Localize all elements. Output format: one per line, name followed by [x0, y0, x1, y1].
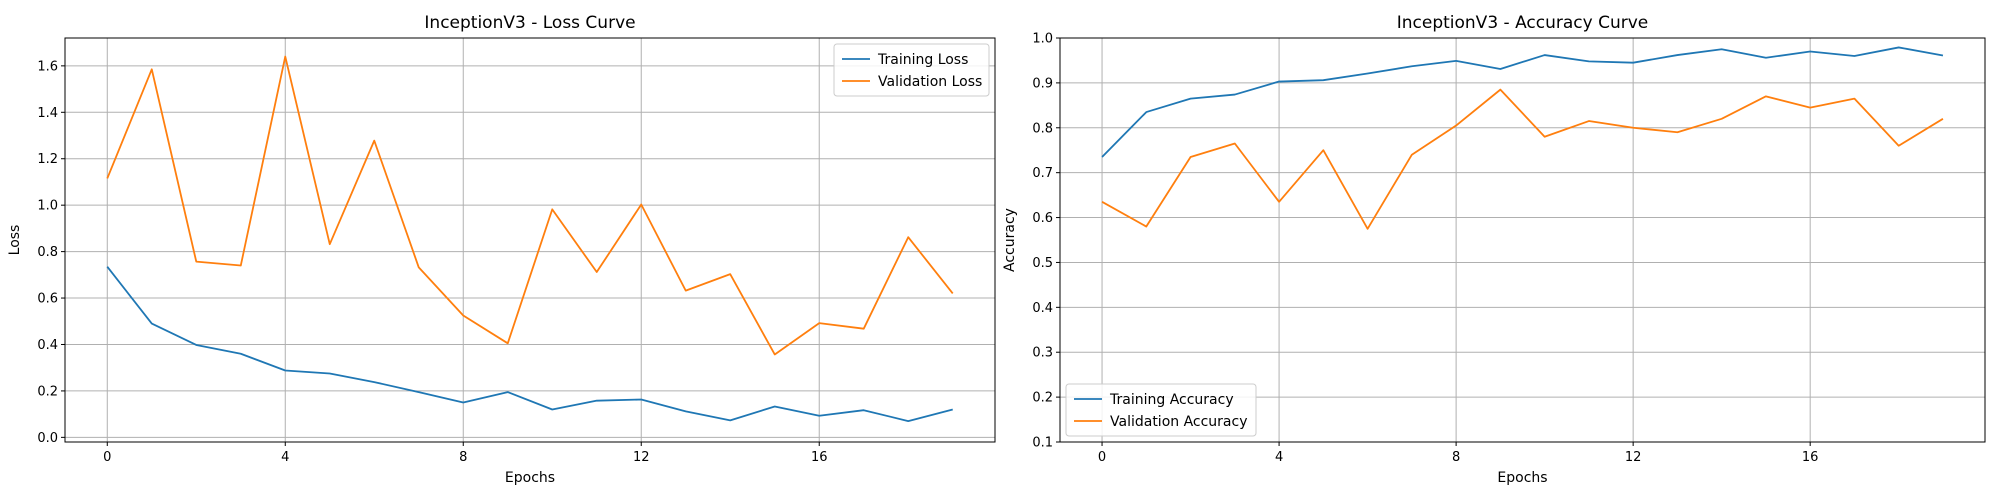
y-axis-label: Loss: [7, 225, 23, 256]
x-tick-label: 12: [633, 450, 650, 465]
y-tick-label: 1.4: [37, 106, 58, 121]
chart-panel-1: 0 4 8 12 16 0.1 0.2 0.3 0.4 0.5 0.6 0.7 0.8 0.9 1.0 Inc…: [1002, 13, 1986, 486]
legend: Training Loss Validation Loss: [833, 43, 990, 97]
y-tick-label: 1.0: [1032, 32, 1053, 47]
y-tick-label: 0.6: [1032, 211, 1053, 226]
plot-area: [65, 38, 995, 442]
x-tick-label: 16: [1802, 450, 1819, 465]
y-tick-label: 0.5: [1032, 256, 1053, 271]
axes-frame: [64, 37, 996, 443]
chart-panel-0: 0 4 8 12 16 0.0 0.2 0.4 0.6 0.8 1.0 1.2 1.4 1.6 Incept…: [7, 13, 996, 486]
series-line-training-accuracy: [1101, 46, 1944, 158]
y-tick-label: 0.3: [1032, 346, 1053, 361]
y-tick-label: 0.0: [37, 431, 58, 446]
y-axis-label: Accuracy: [1002, 208, 1018, 272]
series-line-validation-loss: [106, 55, 954, 356]
x-tick-label: 0: [103, 450, 111, 465]
y-tick-label: 0.2: [1032, 391, 1053, 406]
y-tick-label: 1.0: [37, 199, 58, 214]
plot-area: [1060, 38, 1985, 442]
x-tick-label: 8: [459, 450, 467, 465]
y-tick-label: 0.7: [1032, 166, 1053, 181]
y-tick-label: 0.8: [37, 245, 58, 260]
x-tick-label: 4: [281, 450, 289, 465]
legend-box: [833, 43, 990, 97]
legend-entry: Training Accuracy: [1109, 392, 1234, 408]
series-line-training-loss: [106, 266, 953, 423]
x-axis-label: Epochs: [1497, 470, 1547, 486]
y-tick-label: 0.1: [1032, 436, 1053, 451]
x-tick-label: 16: [811, 450, 828, 465]
x-tick-label: 12: [1625, 450, 1642, 465]
x-axis-label: Epochs: [505, 470, 555, 486]
legend-entry: Validation Accuracy: [1110, 414, 1248, 430]
y-tick-label: 0.4: [37, 338, 58, 353]
y-tick-label: 0.6: [37, 292, 58, 307]
y-tick-label: 0.2: [37, 384, 58, 399]
legend-entry: Validation Loss: [878, 74, 982, 90]
y-tick-label: 1.6: [37, 59, 58, 74]
x-tick-label: 8: [1452, 450, 1460, 465]
legend: Training Accuracy Validation Accuracy: [1065, 383, 1257, 437]
x-tick-label: 0: [1098, 450, 1106, 465]
legend-entry: Training Loss: [877, 52, 968, 68]
chart-title: InceptionV3 - Loss Curve: [424, 13, 635, 33]
y-tick-label: 0.8: [1032, 121, 1053, 136]
y-tick-label: 0.4: [1032, 301, 1053, 316]
axes-frame: [1059, 37, 1986, 443]
y-tick-label: 0.9: [1032, 76, 1053, 91]
chart-title: InceptionV3 - Accuracy Curve: [1397, 13, 1649, 33]
x-tick-label: 4: [1275, 450, 1283, 465]
legend-box: [1065, 383, 1257, 437]
series-line-validation-accuracy: [1101, 88, 1944, 230]
y-tick-label: 1.2: [37, 152, 58, 167]
